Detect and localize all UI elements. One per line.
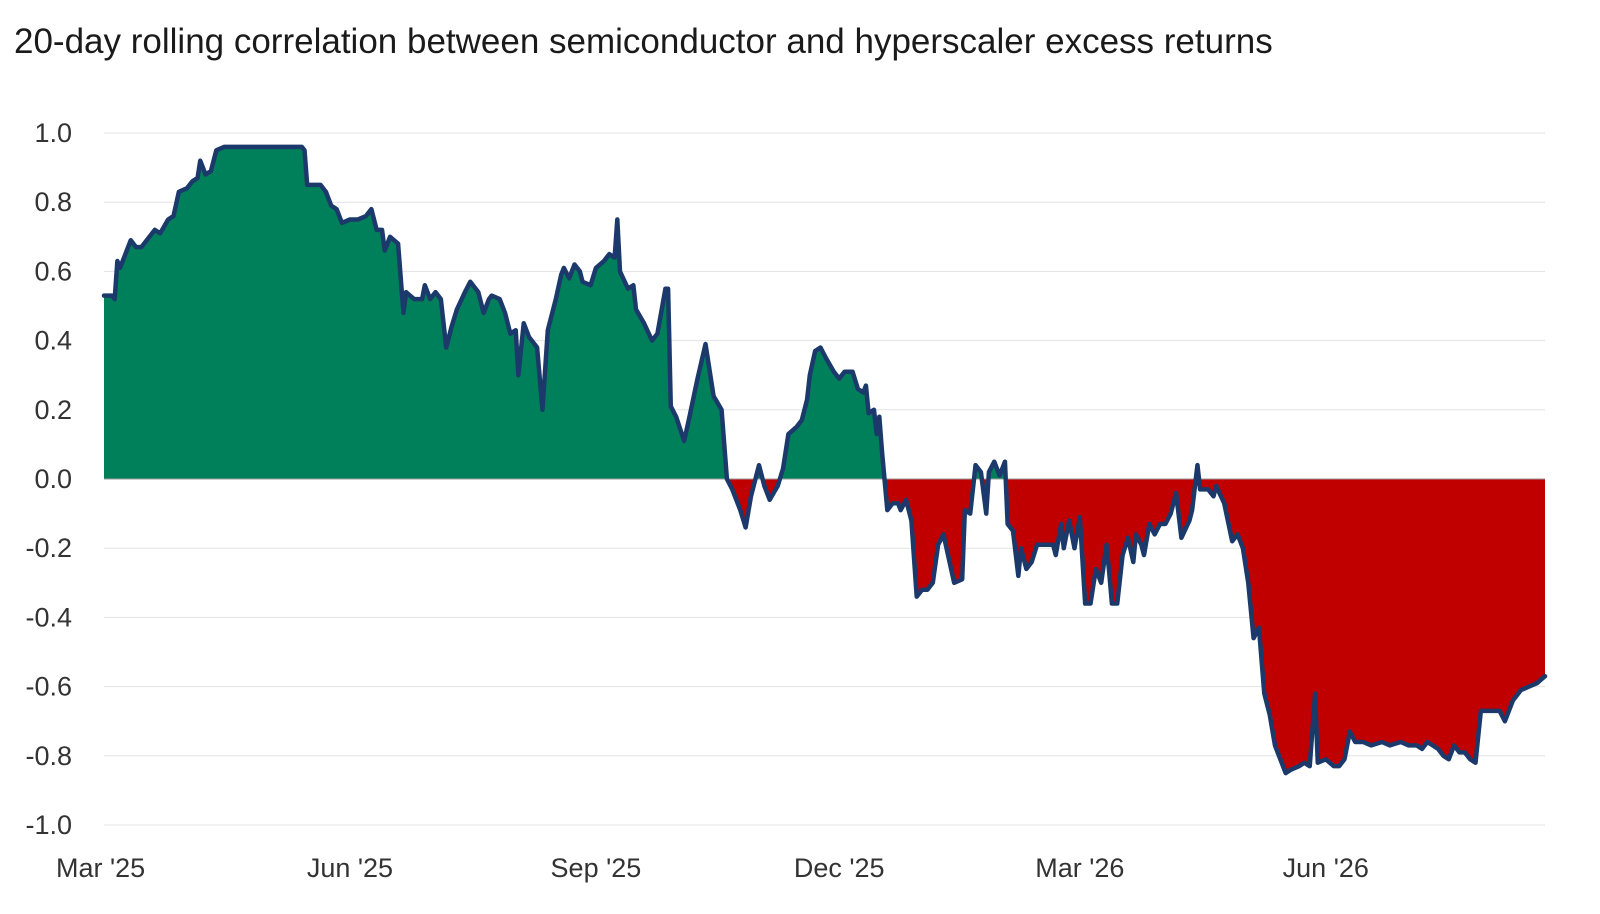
y-tick-label: -0.6 — [25, 672, 72, 702]
x-tick-label: Jun '25 — [307, 853, 393, 883]
x-tick-label: Mar '26 — [1035, 853, 1124, 883]
series-line-group — [101, 144, 1548, 776]
negative-area — [1198, 479, 1545, 774]
y-tick-label: 0.6 — [34, 256, 72, 286]
y-tick-label: 0.4 — [34, 326, 72, 356]
y-tick-label: -1.0 — [25, 810, 72, 840]
y-tick-label: 0.2 — [34, 395, 72, 425]
series-line — [101, 144, 1548, 776]
negative-area — [762, 479, 780, 500]
positive-area — [104, 146, 727, 479]
chart-title: 20-day rolling correlation between semic… — [14, 22, 1273, 61]
x-axis: Mar '25 Jun '25 Sep '25 Dec '25 Mar '26 Jun '… — [56, 853, 1369, 883]
y-tick-label: -0.4 — [25, 602, 72, 632]
y-tick-label: -0.2 — [25, 533, 72, 563]
positive-area — [779, 347, 885, 479]
negative-area — [1005, 479, 1196, 604]
x-tick-label: Sep '25 — [551, 853, 642, 883]
area-fill — [104, 146, 1545, 774]
x-tick-label: Dec '25 — [794, 853, 885, 883]
y-tick-label: -0.8 — [25, 741, 72, 771]
x-tick-label: Jun '26 — [1283, 853, 1369, 883]
y-axis: 1.0 0.8 0.6 0.4 0.2 0.0 -0.2 -0.4 -0.6 -0.8 -1.0 — [25, 118, 72, 840]
y-tick-label: 0.0 — [34, 464, 72, 494]
y-tick-label: 0.8 — [34, 187, 72, 217]
x-tick-label: Mar '25 — [56, 853, 145, 883]
y-tick-label: 1.0 — [34, 118, 72, 148]
